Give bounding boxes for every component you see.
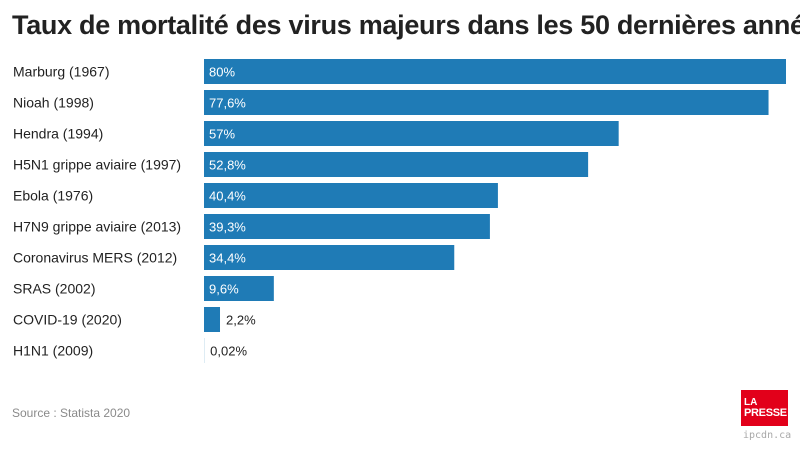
category-label: H5N1 grippe aviaire (1997) xyxy=(13,157,181,173)
category-label: Marburg (1967) xyxy=(13,64,110,80)
category-label: H1N1 (2009) xyxy=(13,343,93,359)
bar xyxy=(204,90,769,115)
watermark: ipcdn.ca xyxy=(743,430,792,441)
value-label: 52,8% xyxy=(209,158,246,173)
category-label: H7N9 grippe aviaire (2013) xyxy=(13,219,181,235)
bar xyxy=(204,307,221,332)
la-presse-logo: LA PRESSE xyxy=(741,390,788,426)
category-label: SRAS (2002) xyxy=(13,281,95,297)
bar xyxy=(204,183,498,208)
bar xyxy=(204,276,274,301)
bar xyxy=(204,59,786,84)
value-label: 77,6% xyxy=(209,96,246,111)
category-label: Nioah (1998) xyxy=(13,95,94,111)
value-label: 0,02% xyxy=(210,344,247,359)
category-label: Hendra (1994) xyxy=(13,126,103,142)
value-label: 2,2% xyxy=(226,313,256,328)
value-label: 39,3% xyxy=(209,220,246,235)
logo-line-2: PRESSE xyxy=(744,406,787,419)
value-label: 57% xyxy=(209,127,235,142)
value-label: 40,4% xyxy=(209,189,246,204)
bar xyxy=(204,245,455,270)
category-label: Ebola (1976) xyxy=(13,188,93,204)
category-label: COVID-19 (2020) xyxy=(13,312,122,328)
bar xyxy=(204,121,619,146)
value-label: 80% xyxy=(209,65,235,80)
value-label: 34,4% xyxy=(209,251,246,266)
value-label: 9,6% xyxy=(209,282,239,297)
chart-title: Taux de mortalité des virus majeurs dans… xyxy=(12,10,800,40)
logo-line-1: LA xyxy=(744,396,758,408)
bar xyxy=(204,214,490,239)
category-label: Coronavirus MERS (2012) xyxy=(13,250,177,266)
source-note: Source : Statista 2020 xyxy=(12,406,131,420)
bar xyxy=(204,152,589,177)
